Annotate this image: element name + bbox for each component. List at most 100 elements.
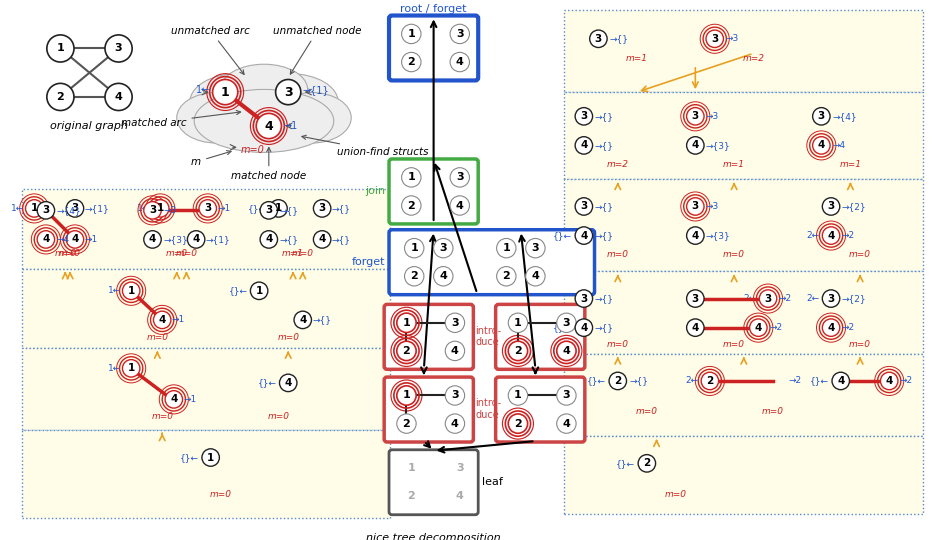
Text: →2: →2 [789, 376, 802, 386]
Text: 3: 3 [764, 294, 772, 303]
FancyBboxPatch shape [22, 268, 390, 348]
Circle shape [706, 30, 724, 48]
Text: 1: 1 [207, 453, 215, 463]
Text: →{}: →{} [279, 235, 298, 244]
Text: 4: 4 [265, 234, 273, 245]
Text: 1: 1 [403, 390, 410, 401]
Text: 1: 1 [502, 243, 510, 253]
FancyBboxPatch shape [384, 305, 473, 369]
Circle shape [687, 319, 704, 336]
Text: m=0: m=0 [209, 490, 231, 499]
Text: m=0: m=0 [723, 340, 745, 349]
Text: m=2: m=2 [607, 160, 629, 169]
Circle shape [575, 319, 593, 336]
Text: →3: →3 [706, 202, 719, 211]
Circle shape [445, 414, 465, 433]
Text: unmatched arc: unmatched arc [171, 26, 250, 75]
Text: 1: 1 [514, 318, 522, 328]
Text: 3: 3 [204, 204, 212, 213]
Circle shape [37, 201, 55, 219]
Text: →2: →2 [841, 231, 854, 240]
Circle shape [701, 372, 719, 390]
Text: 4: 4 [299, 315, 307, 325]
Circle shape [250, 282, 268, 300]
Circle shape [213, 79, 238, 105]
Circle shape [144, 201, 161, 219]
Text: 4: 4 [284, 378, 292, 388]
Ellipse shape [177, 92, 255, 143]
Text: m=0: m=0 [849, 251, 871, 259]
Circle shape [687, 137, 704, 154]
Circle shape [575, 107, 593, 125]
Text: m=1: m=1 [626, 53, 648, 63]
Text: 3: 3 [265, 205, 273, 215]
Text: root / forget: root / forget [400, 4, 467, 14]
Circle shape [575, 198, 593, 215]
Circle shape [256, 113, 281, 139]
Text: 4: 4 [581, 322, 587, 333]
Circle shape [575, 137, 593, 154]
Circle shape [260, 231, 278, 248]
Text: {}←: {}← [616, 459, 635, 468]
Text: →3: →3 [163, 206, 176, 215]
Text: →{}: →{} [595, 323, 614, 332]
Text: m=0: m=0 [292, 249, 313, 259]
Ellipse shape [190, 73, 286, 130]
Circle shape [202, 449, 219, 466]
Text: 3: 3 [439, 243, 447, 253]
Text: →{}: →{} [332, 235, 351, 244]
Text: 1: 1 [410, 243, 418, 253]
Text: →1: →1 [283, 121, 297, 131]
Text: m=0: m=0 [55, 249, 76, 259]
Circle shape [144, 231, 161, 248]
Circle shape [405, 239, 423, 258]
Text: 4: 4 [455, 57, 464, 67]
Circle shape [526, 267, 545, 286]
Text: 2: 2 [407, 57, 415, 67]
FancyBboxPatch shape [389, 230, 595, 295]
Circle shape [313, 231, 331, 248]
Circle shape [445, 313, 465, 333]
Circle shape [526, 239, 545, 258]
Text: 1: 1 [31, 204, 38, 213]
Circle shape [434, 239, 453, 258]
FancyBboxPatch shape [389, 450, 478, 515]
Text: 3: 3 [818, 111, 825, 122]
Circle shape [557, 386, 576, 405]
Circle shape [122, 360, 140, 377]
Text: m=0: m=0 [665, 490, 687, 499]
Text: m=0: m=0 [849, 340, 871, 349]
Text: 3: 3 [456, 172, 464, 183]
Text: →{3}: →{3} [706, 141, 731, 150]
Text: 3: 3 [451, 318, 459, 328]
Text: →{}: →{} [595, 231, 614, 240]
FancyBboxPatch shape [565, 436, 923, 514]
Text: →{1}: →{1} [206, 235, 231, 244]
Circle shape [638, 455, 656, 472]
Text: →{}: →{} [595, 141, 614, 150]
FancyBboxPatch shape [496, 305, 584, 369]
Ellipse shape [194, 90, 334, 152]
Text: 3: 3 [827, 294, 835, 303]
Text: 3: 3 [42, 205, 50, 215]
Circle shape [450, 196, 470, 215]
Text: 4: 4 [581, 140, 587, 151]
Text: 3: 3 [581, 294, 587, 303]
Ellipse shape [220, 64, 308, 114]
Circle shape [445, 386, 465, 405]
Circle shape [575, 290, 593, 307]
Text: →4: →4 [56, 235, 70, 244]
Text: 3: 3 [456, 463, 464, 473]
Text: 2←: 2← [743, 294, 757, 303]
Text: 4: 4 [818, 140, 825, 151]
Text: 3: 3 [563, 390, 570, 401]
Text: {}←: {}← [229, 286, 247, 295]
Text: 3: 3 [827, 201, 835, 212]
Text: m=1: m=1 [282, 249, 304, 259]
FancyBboxPatch shape [496, 377, 584, 442]
Text: 3: 3 [115, 43, 122, 53]
Text: 1←: 1← [137, 204, 151, 213]
Text: 3: 3 [563, 318, 570, 328]
Text: →2: →2 [841, 323, 854, 332]
Text: join: join [365, 186, 385, 196]
